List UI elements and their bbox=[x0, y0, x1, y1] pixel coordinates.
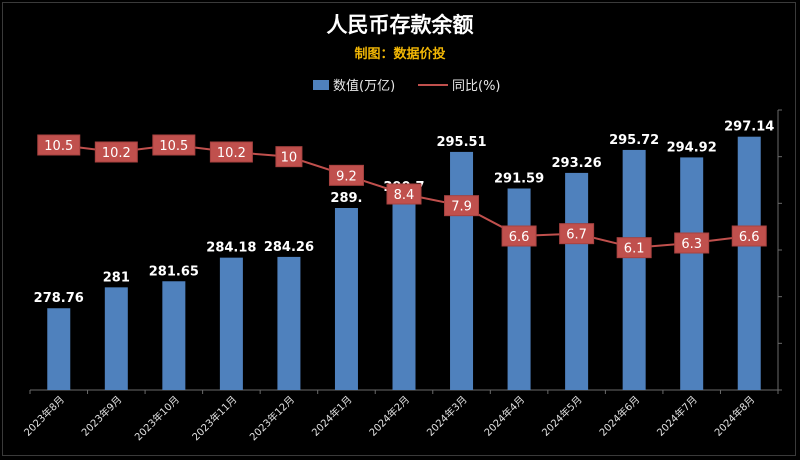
yoy-point-0 bbox=[37, 134, 81, 156]
yoy-value-label-0: 10.5 bbox=[44, 139, 73, 154]
yoy-point-9 bbox=[559, 223, 595, 245]
yoy-point-7 bbox=[444, 195, 480, 217]
x-tick-label-12: 2024年8月 bbox=[712, 393, 758, 439]
yoy-point-6 bbox=[386, 183, 422, 205]
bar-8 bbox=[507, 188, 531, 390]
bar-9 bbox=[565, 172, 589, 390]
yoy-value-label-1: 10.2 bbox=[102, 146, 131, 161]
yoy-point-10 bbox=[616, 237, 652, 259]
legend-line-label: 同比(%) bbox=[452, 79, 501, 94]
yoy-value-label-10: 6.1 bbox=[624, 242, 645, 257]
chart-subtitle: 制图：数据价投 bbox=[354, 46, 445, 62]
bar-1 bbox=[104, 287, 128, 390]
x-tick-labels: 2023年8月 2023年9月 2023年10月 2023年11月 2023年12月 20… bbox=[21, 393, 757, 443]
bar-value-label-11: 294.92 bbox=[667, 140, 717, 155]
chart-title: 人民币存款余额 bbox=[327, 13, 474, 37]
x-tick-label-4: 2023年12月 bbox=[247, 393, 297, 443]
x-tick-label-6: 2024年2月 bbox=[366, 393, 412, 439]
axes bbox=[29, 109, 782, 394]
bar-value-label-1: 281 bbox=[103, 270, 130, 285]
x-tick-label-3: 2023年11月 bbox=[189, 393, 239, 443]
x-tick-label-2: 2023年10月 bbox=[132, 393, 182, 443]
bar-value-label-12: 297.14 bbox=[724, 120, 774, 135]
legend-bar-swatch bbox=[313, 80, 329, 90]
yoy-point-4 bbox=[275, 146, 303, 168]
x-tick-label-10: 2024年6月 bbox=[596, 393, 642, 439]
bar-12 bbox=[737, 136, 761, 390]
x-tick-label-5: 2024年1月 bbox=[309, 393, 355, 439]
yoy-value-label-8: 6.6 bbox=[509, 230, 530, 245]
yoy-point-2 bbox=[152, 134, 196, 156]
bar-value-label-9: 293.26 bbox=[552, 156, 602, 171]
legend: 数值(万亿) 同比(%) bbox=[313, 78, 501, 94]
x-tick-label-11: 2024年7月 bbox=[654, 393, 700, 439]
yoy-value-label-6: 8.4 bbox=[394, 188, 415, 203]
yoy-value-label-3: 10.2 bbox=[217, 146, 246, 161]
yoy-value-label-4: 10 bbox=[281, 151, 298, 166]
legend-bar-label: 数值(万亿) bbox=[333, 78, 395, 94]
bar-6 bbox=[392, 196, 416, 390]
x-tick-label-7: 2024年3月 bbox=[424, 393, 470, 439]
bar-4 bbox=[277, 256, 301, 390]
yoy-point-12 bbox=[731, 225, 767, 247]
yoy-point-11 bbox=[674, 232, 710, 254]
bar-3 bbox=[219, 257, 243, 390]
yoy-point-3 bbox=[209, 141, 253, 163]
bar-10 bbox=[622, 149, 646, 390]
x-tick-label-0: 2023年8月 bbox=[21, 393, 67, 439]
bar-value-label-10: 295.72 bbox=[609, 133, 659, 148]
bar-0 bbox=[47, 308, 71, 390]
yoy-point-5 bbox=[328, 164, 364, 186]
yoy-point-1 bbox=[94, 141, 138, 163]
x-tick-label-8: 2024年4月 bbox=[481, 393, 527, 439]
bar-value-label-7: 295.51 bbox=[436, 135, 486, 150]
yoy-value-label-7: 7.9 bbox=[451, 200, 472, 215]
yoy-value-label-2: 10.5 bbox=[159, 139, 188, 154]
x-tick-label-1: 2023年9月 bbox=[79, 393, 125, 439]
bar-labels: 278.76281281.65284.18284.26289.290.7295.… bbox=[34, 120, 775, 307]
bar-value-label-8: 291.59 bbox=[494, 171, 544, 186]
line-point-labels: 10.5 10.2 10.5 10.2 10 9.2 8.4 7.9 6.6 6.7 6.1 6.3 6… bbox=[37, 134, 767, 259]
yoy-value-label-12: 6.6 bbox=[739, 230, 760, 245]
bar-11 bbox=[680, 157, 704, 390]
bar-value-label-4: 284.26 bbox=[264, 240, 314, 255]
yoy-value-label-5: 9.2 bbox=[336, 169, 357, 184]
x-tick-label-9: 2024年5月 bbox=[539, 393, 585, 439]
yoy-value-label-11: 6.3 bbox=[681, 237, 702, 252]
bar-value-label-3: 284.18 bbox=[206, 241, 256, 256]
bar-5 bbox=[334, 208, 358, 390]
yoy-point-8 bbox=[501, 225, 537, 247]
bar-value-label-2: 281.65 bbox=[149, 264, 199, 279]
yoy-value-label-9: 6.7 bbox=[566, 228, 587, 243]
bar-value-label-0: 278.76 bbox=[34, 291, 84, 306]
bar-7 bbox=[450, 151, 474, 390]
chart-frame bbox=[2, 2, 796, 456]
bar-value-label-5: 289. bbox=[330, 191, 362, 206]
bar-2 bbox=[162, 281, 186, 390]
